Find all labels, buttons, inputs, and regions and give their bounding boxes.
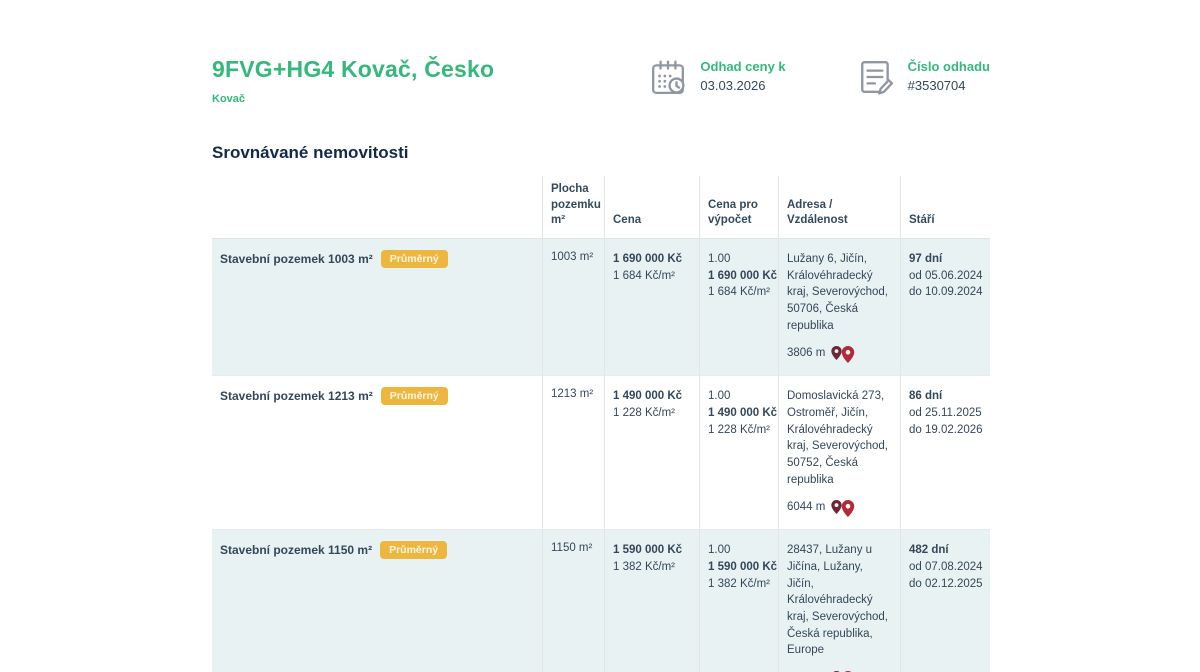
price-cell: 1 690 000 Kč 1 684 Kč/m² [604,239,699,376]
address-cell: Lužany 6, Jičín, Královéhradecký kraj, S… [778,239,900,376]
price-per-m2: 1 684 Kč/m² [613,269,675,282]
age-to: do 19.02.2026 [909,423,983,436]
col-header-area: Plocha pozemku m² [542,176,604,238]
section-title: Srovnávané nemovitosti [212,143,409,162]
map-pin-icon[interactable] [841,500,855,518]
address-text: Lužany 6, Jičín, Královéhradecký kraj, S… [787,253,888,332]
price-cell: 1 490 000 Kč 1 228 Kč/m² [604,376,699,530]
estimate-number-value: #3530704 [907,77,966,93]
estimate-date-label: Odhad ceny k [700,59,786,74]
calc-price-cell: 1.00 1 490 000 Kč 1 228 Kč/m² [699,376,778,530]
calc-price-per-m2: 1 684 Kč/m² [708,286,770,299]
distance-value: 3806 m [787,346,826,359]
table-body: Stavební pozemek 1003 m² Průměrný 1003 m²… [212,239,990,672]
calc-price-per-m2: 1 382 Kč/m² [708,577,770,590]
property-name-cell: Stavební pozemek 1213 m² Průměrný [212,376,542,529]
calendar-clock-icon [652,60,685,94]
age-days: 482 dní [909,544,949,557]
calc-price-per-m2: 1 228 Kč/m² [708,423,770,436]
coefficient: 1.00 [708,390,731,403]
distance-row: 3806 m [787,342,892,364]
age-days: 86 dní [909,390,943,403]
age-days: 97 dní [909,253,943,265]
calc-price-total: 1 690 000 Kč [708,269,778,282]
property-name-cell: Stavební pozemek 1003 m² Průměrný [212,239,542,375]
age-cell: 86 dní od 25.11.2025 do 19.02.2026 [900,376,990,530]
calc-price-cell: 1.00 1 690 000 Kč 1 684 Kč/m² [699,239,778,376]
price-per-m2: 1 228 Kč/m² [613,407,675,420]
age-to: do 02.12.2025 [909,577,983,590]
header-info-blocks: Odhad ceny k 03.03.2026 Číslo odhadu #35… [650,56,990,96]
address-cell: Domoslavická 273, Ostroměř, Jičín, Králo… [778,376,900,530]
estimate-page: 9FVG+HG4 Kovač, Česko Kovač Odhad ceny k… [212,0,990,672]
age-from: od 25.11.2025 [909,407,982,420]
age-from: od 07.08.2024 [909,561,983,574]
title-block: 9FVG+HG4 Kovač, Česko Kovač [212,56,650,105]
map-pin-icon[interactable] [841,346,855,364]
age-cell: 97 dní od 05.06.2024 do 10.09.2024 [900,239,990,376]
status-badge: Průměrný [380,541,448,560]
col-header-address: Adresa / Vzdálenost [778,176,900,238]
age-from: od 05.06.2024 [909,269,983,282]
status-badge: Průměrný [380,250,448,268]
estimate-date-value: 03.03.2026 [700,77,766,93]
address-text: Domoslavická 273, Ostroměř, Jičín, Králo… [787,390,888,486]
calc-price-cell: 1.00 1 590 000 Kč 1 382 Kč/m² [699,530,778,672]
document-pencil-icon [860,60,893,95]
calc-price-total: 1 490 000 Kč [708,407,778,420]
compared-properties-table: Plocha pozemku m² Cena Cena pro výpočet … [212,176,990,672]
col-header-age: Stáří [900,176,990,238]
price-cell: 1 590 000 Kč 1 382 Kč/m² [604,530,699,672]
property-name: Stavební pozemek 1213 m² [220,389,373,404]
page-title: 9FVG+HG4 Kovač, Česko [212,56,495,82]
distance-value: 6044 m [787,500,826,513]
col-header-price: Cena [604,176,699,238]
table-row: Stavební pozemek 1213 m² Průměrný 1213 m²… [212,376,990,531]
address-text: 28437, Lužany u Jičína, Lužany, Jičín, K… [787,544,888,657]
page-subtitle[interactable]: Kovač [212,93,246,105]
area-cell: 1213 m² [542,376,604,530]
price-total: 1 690 000 Kč [613,253,683,265]
property-name: Stavební pozemek 1003 m² [220,252,373,266]
col-header-name [212,176,542,238]
table-row: Stavební pozemek 1150 m² Průměrný 1150 m²… [212,530,990,672]
estimate-date-block: Odhad ceny k 03.03.2026 [650,58,786,96]
property-name-cell: Stavební pozemek 1150 m² Průměrný [212,530,542,672]
distance-row: 4035 m [787,667,892,672]
coefficient: 1.00 [708,544,731,557]
status-badge: Průměrný [380,387,448,406]
area-cell: 1150 m² [542,530,604,672]
table-row: Stavební pozemek 1003 m² Průměrný 1003 m²… [212,239,990,377]
address-cell: 28437, Lužany u Jičína, Lužany, Jičín, K… [778,530,900,672]
coefficient: 1.00 [708,253,731,265]
distance-row: 6044 m [787,496,892,518]
calc-price-total: 1 590 000 Kč [708,561,778,574]
price-per-m2: 1 382 Kč/m² [613,561,675,574]
area-cell: 1003 m² [542,239,604,376]
estimate-number-block: Číslo odhadu #3530704 [858,58,990,96]
property-name: Stavební pozemek 1150 m² [220,543,373,558]
col-header-calc-price: Cena pro výpočet [699,176,778,238]
price-total: 1 590 000 Kč [613,544,683,557]
page-header: 9FVG+HG4 Kovač, Česko Kovač Odhad ceny k… [212,56,990,105]
table-header-row: Plocha pozemku m² Cena Cena pro výpočet … [212,176,990,239]
price-total: 1 490 000 Kč [613,390,683,403]
age-to: do 10.09.2024 [909,286,983,299]
estimate-number-label: Číslo odhadu [907,59,990,74]
age-cell: 482 dní od 07.08.2024 do 02.12.2025 [900,530,990,672]
